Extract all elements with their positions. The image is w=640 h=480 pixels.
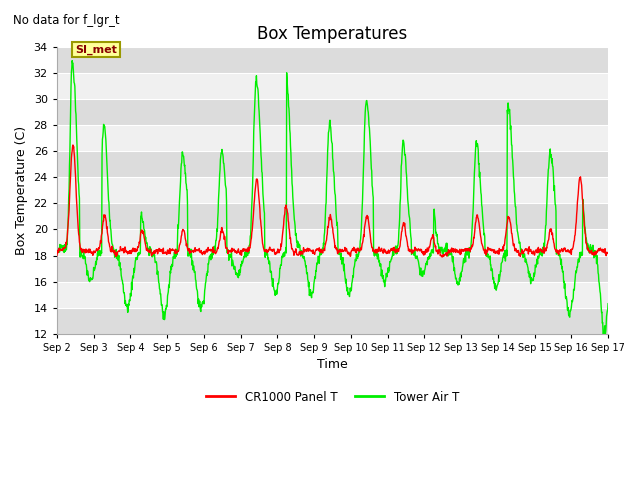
Bar — [57, 125, 608, 151]
Text: No data for f_lgr_t: No data for f_lgr_t — [13, 14, 120, 27]
Bar — [57, 47, 608, 73]
Bar — [57, 308, 608, 334]
Bar — [57, 282, 608, 308]
Bar — [57, 99, 608, 125]
Legend: CR1000 Panel T, Tower Air T: CR1000 Panel T, Tower Air T — [201, 386, 464, 408]
Bar — [57, 73, 608, 99]
Title: Box Temperatures: Box Temperatures — [257, 24, 408, 43]
Bar — [57, 151, 608, 177]
Bar — [57, 204, 608, 229]
Bar — [57, 229, 608, 255]
Y-axis label: Box Temperature (C): Box Temperature (C) — [15, 126, 28, 255]
Bar — [57, 177, 608, 204]
X-axis label: Time: Time — [317, 359, 348, 372]
Bar — [57, 255, 608, 282]
Text: SI_met: SI_met — [76, 44, 117, 55]
